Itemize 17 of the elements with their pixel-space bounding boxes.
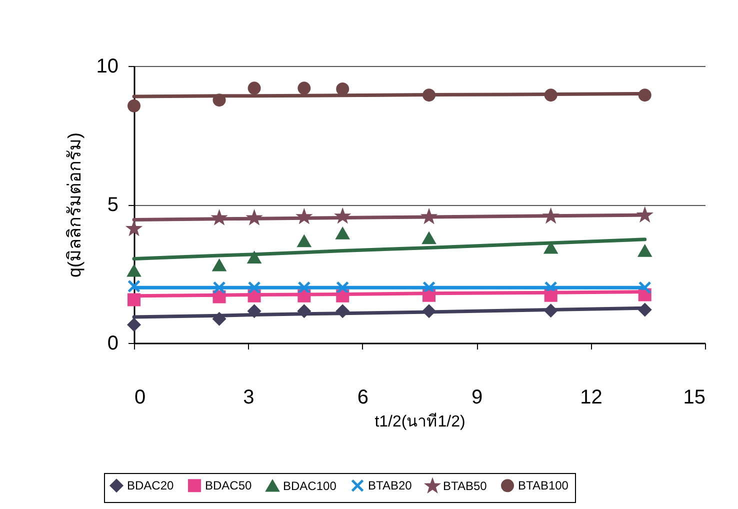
x-tick-label: 0 xyxy=(134,386,146,408)
y-tick-label: 10 xyxy=(96,56,118,78)
x-tick-label: 6 xyxy=(357,386,368,408)
x-tick-label: 12 xyxy=(580,386,602,408)
legend-label: BTAB50 xyxy=(443,479,488,494)
x-tick-label: 9 xyxy=(472,386,483,408)
legend-label: BTAB20 xyxy=(368,478,412,493)
legend-label: BTAB100 xyxy=(518,478,569,493)
y-axis-title: q(มิลลิกรัมต่อกรัม) xyxy=(64,132,84,278)
y-tick-label: 0 xyxy=(107,332,118,354)
legend-label: BDAC20 xyxy=(127,478,174,493)
legend-label: BDAC100 xyxy=(283,478,337,493)
legend-label: BDAC50 xyxy=(205,478,252,493)
x-axis-title: t1/2(นาที1/2) xyxy=(374,412,466,430)
x-tick-label: 3 xyxy=(243,386,254,408)
x-tick-label: 15 xyxy=(683,386,706,408)
y-tick-label: 5 xyxy=(107,194,118,216)
